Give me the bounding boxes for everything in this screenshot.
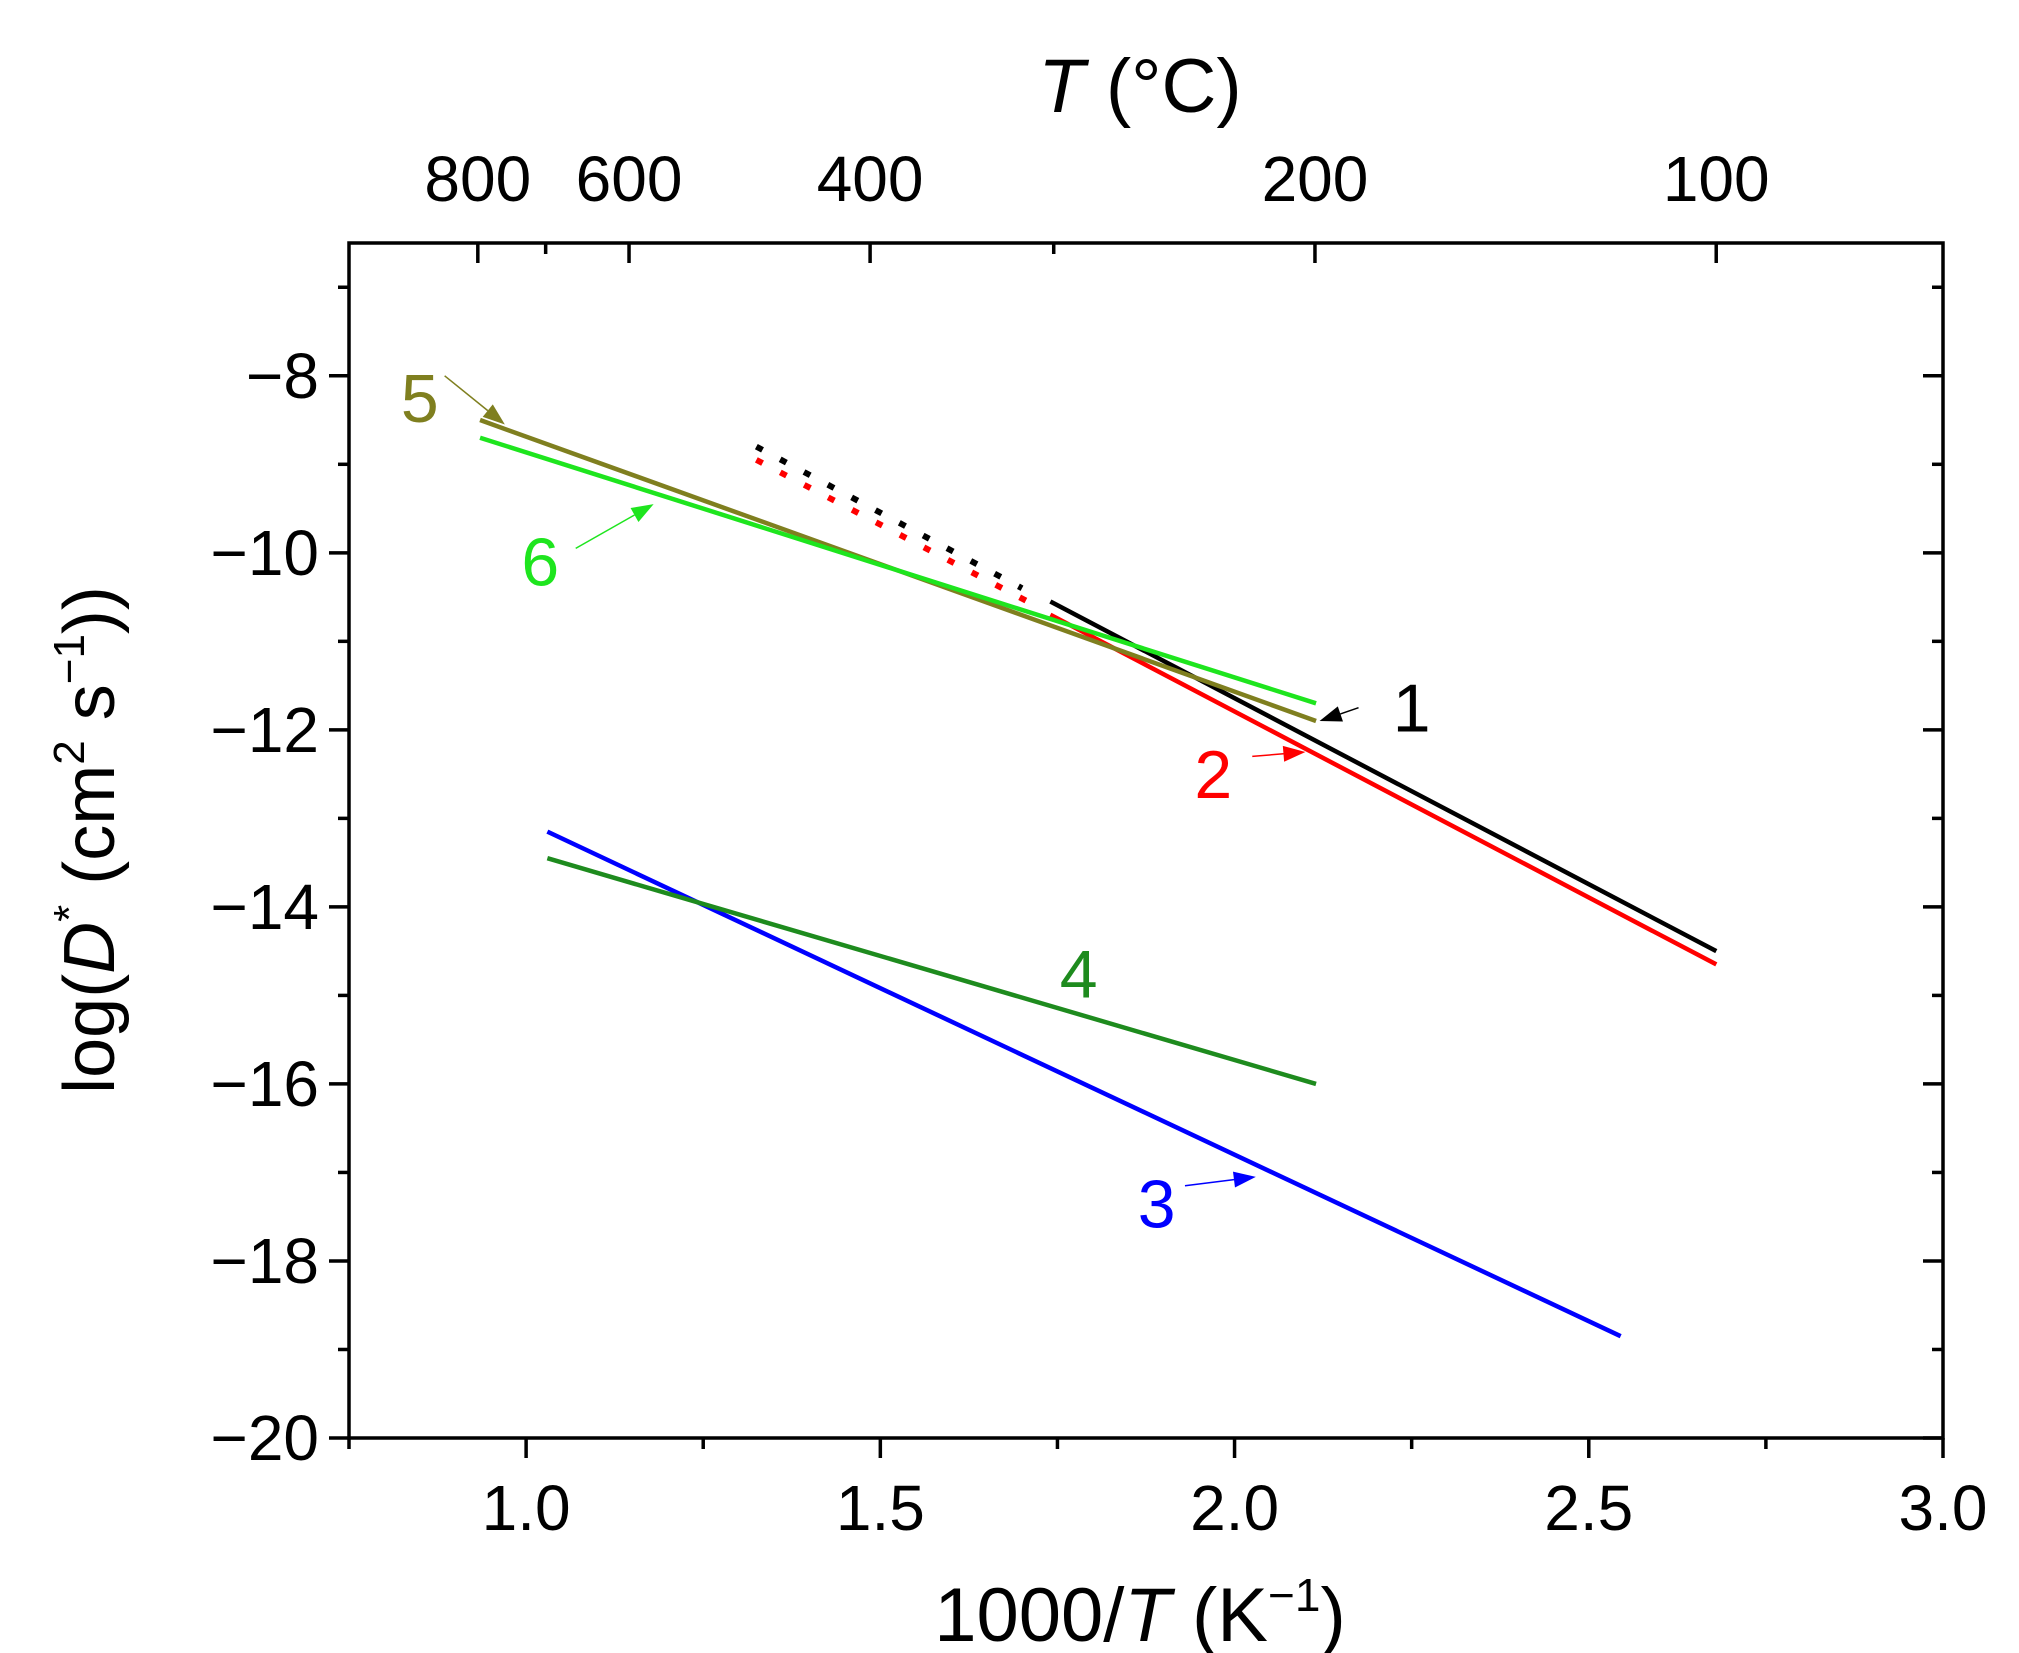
y-tick-label: −18 bbox=[210, 1225, 319, 1297]
annotation-arrow-head-3 bbox=[1232, 1171, 1256, 1188]
series-label-6: 6 bbox=[521, 525, 559, 601]
x-tick-label: 1.5 bbox=[836, 1472, 925, 1544]
y-axis-label: log(D* (cm2 s−1)) bbox=[45, 586, 130, 1094]
y-tick-label: −20 bbox=[210, 1402, 319, 1474]
top-tick-label: 200 bbox=[1262, 143, 1369, 215]
x-tick-label: 3.0 bbox=[1899, 1472, 1988, 1544]
top-tick-label: 600 bbox=[576, 143, 683, 215]
x-axis-label: 1000/T (K−1) bbox=[934, 1569, 1346, 1653]
top-tick-label: 800 bbox=[424, 143, 531, 215]
y-tick-label: −12 bbox=[210, 694, 319, 766]
y-tick-label: −14 bbox=[210, 871, 319, 943]
annotation-arrow-line-6 bbox=[575, 514, 635, 550]
series-line-1 bbox=[1049, 599, 1718, 954]
series-label-5: 5 bbox=[401, 361, 439, 437]
top-axis-label: T (°C) bbox=[1038, 44, 1241, 129]
series-label-2: 2 bbox=[1194, 737, 1232, 813]
tick-labels-group: 1.0 1.5 2.0 2.5 3.0 −8 −10 −12 −14 −16 −18 −20 800 60… bbox=[210, 143, 1987, 1544]
annotation-arrow-head-6 bbox=[630, 504, 654, 522]
series-line-3 bbox=[546, 829, 1622, 1339]
annotation-arrow-line-5 bbox=[444, 375, 489, 412]
series-group bbox=[479, 417, 1718, 1339]
x-tick-label: 2.5 bbox=[1544, 1472, 1633, 1544]
annotation-arrow-line-3 bbox=[1184, 1178, 1235, 1187]
x-tick-label: 2.0 bbox=[1190, 1472, 1279, 1544]
axis-ticks bbox=[329, 243, 1945, 1458]
series-line-6 bbox=[479, 435, 1317, 706]
annotation-arrow-head-1 bbox=[1319, 706, 1343, 722]
plot-frame bbox=[347, 241, 1945, 1440]
annotation-arrow-head-2 bbox=[1282, 745, 1306, 762]
top-tick-label: 100 bbox=[1663, 143, 1770, 215]
y-tick-label: −8 bbox=[246, 340, 319, 412]
series-line-2 bbox=[1049, 612, 1718, 967]
series-line-4 bbox=[546, 856, 1317, 1087]
y-tick-label: −16 bbox=[210, 1048, 319, 1120]
series-label-1: 1 bbox=[1393, 671, 1431, 747]
x-tick-label: 1.0 bbox=[482, 1472, 571, 1544]
annotation-arrow-head-5 bbox=[482, 404, 505, 425]
annotation-arrow-line-2 bbox=[1252, 753, 1284, 758]
annotation-arrow-line-1 bbox=[1340, 707, 1359, 715]
y-tick-label: −10 bbox=[210, 517, 319, 589]
series-label-4: 4 bbox=[1060, 936, 1098, 1012]
annotations-group: 1 2 3 4 5 6 bbox=[401, 361, 1431, 1243]
series-label-3: 3 bbox=[1138, 1166, 1176, 1242]
top-tick-label: 400 bbox=[817, 143, 924, 215]
